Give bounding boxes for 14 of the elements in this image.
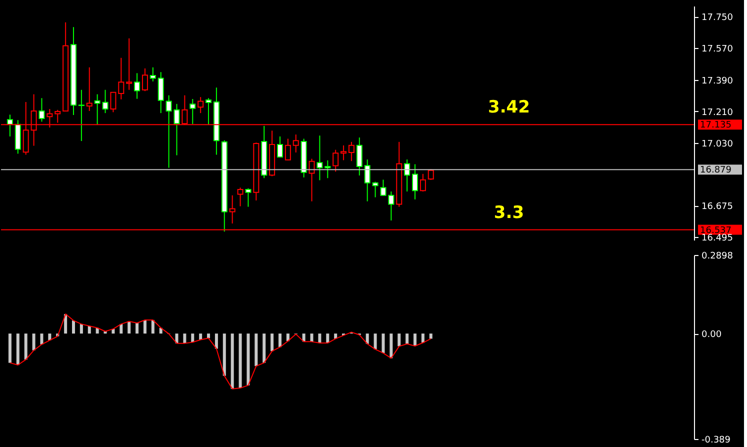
annotation: 3.42	[488, 98, 530, 118]
y-tick-label: 17.210	[702, 108, 734, 118]
y-tick-label: 17.750	[702, 13, 734, 24]
y-tick-label: 0.2898	[702, 252, 734, 262]
y-tick-label: 16.675	[702, 202, 733, 212]
ref-line-label: 16.879	[700, 166, 732, 176]
y-tick-label: 17.390	[702, 76, 734, 86]
y-tick-label: 0.00	[702, 330, 722, 340]
y-tick-label: 16.495	[702, 234, 733, 244]
y-tick-label: -0.389	[702, 436, 731, 446]
y-tick-label: 17.570	[702, 44, 734, 55]
y-tick-label: 17.030	[702, 140, 734, 150]
ref-line-label: 17.135	[700, 120, 732, 131]
annotation: 3.3	[494, 202, 524, 223]
